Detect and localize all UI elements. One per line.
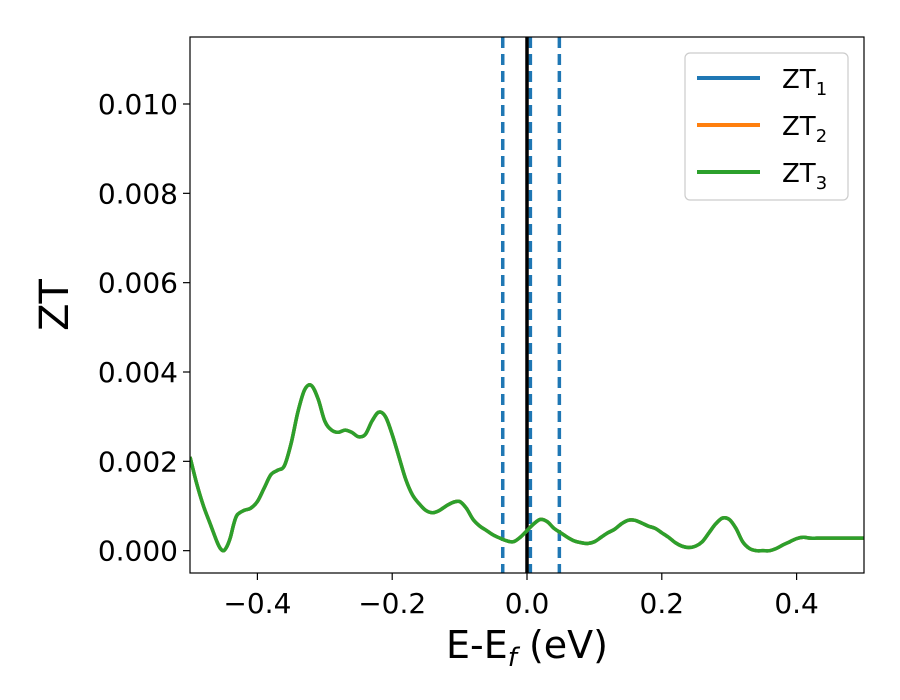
x-tick-label: 0.4 <box>774 587 819 620</box>
y-tick-label: 0.004 <box>98 356 178 389</box>
legend-label-subscript: 1 <box>816 79 827 100</box>
legend-label-subscript: 3 <box>816 173 827 194</box>
legend-label-main: ZT <box>782 159 816 189</box>
axis-ticks: −0.4 −0.2 0.0 0.2 0.4 0.000 0.002 0.004 0.006 0.0… <box>98 88 819 620</box>
legend-label-zt1: ZT1 <box>782 65 827 100</box>
x-axis-label-main: E-E <box>446 623 508 667</box>
y-tick-label: 0.006 <box>98 267 178 300</box>
plot-data-layer <box>190 37 864 573</box>
y-tick-label: 0.000 <box>98 535 178 568</box>
y-tick-label: 0.008 <box>98 177 178 210</box>
legend-label-main: ZT <box>782 65 816 95</box>
y-axis-label: ZT <box>32 279 78 331</box>
legend-box <box>684 52 849 201</box>
x-tick-label: 0.2 <box>640 587 685 620</box>
legend-label-subscript: 2 <box>816 126 827 147</box>
x-tick-label: 0.0 <box>505 587 550 620</box>
x-axis-label-suffix: (eV) <box>517 623 608 667</box>
y-tick-label: 0.002 <box>98 445 178 478</box>
legend-label-zt2: ZT2 <box>782 112 827 147</box>
x-tick-label: −0.4 <box>223 587 291 620</box>
legend-label-zt3: ZT3 <box>782 159 827 194</box>
series-line-zt3 <box>190 383 864 553</box>
y-tick-label: 0.010 <box>98 88 178 121</box>
x-axis-label: E-Ef (eV) <box>446 623 608 673</box>
legend-label-main: ZT <box>782 112 816 142</box>
x-tick-label: −0.2 <box>358 587 426 620</box>
